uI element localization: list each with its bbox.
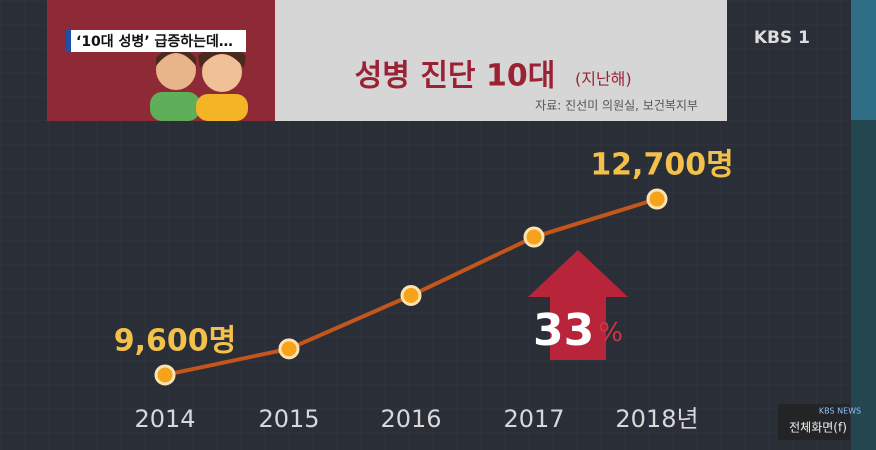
chart-subtitle: (지난해) <box>575 70 632 89</box>
value-label: 9,600명 <box>114 323 237 358</box>
fullscreen-button[interactable]: 전체화면(f) <box>789 421 847 435</box>
increase-label: 33% <box>533 305 623 356</box>
headline: ‘10대 성병’ 급증하는데… <box>76 33 233 50</box>
increase-arrow <box>528 250 628 360</box>
side-strip <box>851 0 876 120</box>
player-logo: KBS NEWS <box>819 407 861 416</box>
point <box>646 188 668 210</box>
chart-title: 성병 진단 10대 <box>355 59 556 94</box>
x-tick-label: 2017 <box>503 405 564 433</box>
source: 자료: 진선미 의원실, 보건복지부 <box>535 99 698 113</box>
point <box>400 285 422 306</box>
point <box>154 364 176 386</box>
headline-accent <box>66 30 71 52</box>
point <box>523 226 545 248</box>
player-overlay <box>778 404 850 440</box>
banner-right <box>275 0 727 121</box>
side-strip <box>851 120 876 450</box>
headline-box <box>66 30 246 52</box>
channel-logo: KBS 1 <box>754 28 810 48</box>
x-tick-label: 2014 <box>134 405 195 433</box>
value-label: 12,700명 <box>590 148 733 183</box>
x-tick-label: 2018년 <box>615 405 698 433</box>
point <box>278 338 300 360</box>
x-tick-label: 2016 <box>380 405 441 433</box>
x-tick-label: 2015 <box>258 405 319 433</box>
